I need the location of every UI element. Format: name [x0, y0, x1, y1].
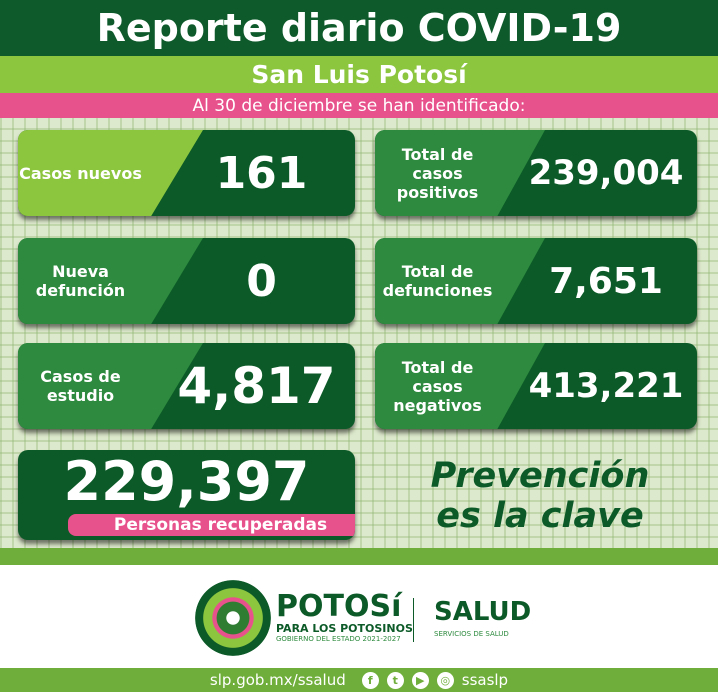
potosi-wordmark: POTOSí — [276, 589, 402, 624]
date-line: Al 30 de diciembre se han identificado: — [0, 93, 718, 118]
slogan-line1: Prevención — [430, 456, 650, 496]
facebook-icon[interactable]: f — [361, 671, 379, 689]
value: 229,397 — [63, 450, 310, 513]
gobierno-text: GOBIERNO DEL ESTADO 2021-2027 — [276, 635, 401, 643]
card-casos-estudio: Casos de estudio 4,817 — [18, 343, 355, 429]
label: Total de casos negativos — [375, 343, 545, 429]
value: 161 — [215, 147, 308, 199]
potosi-logo-icon — [195, 580, 271, 656]
value: 239,004 — [528, 153, 684, 193]
card-total-negativos: Total de casos negativos 413,221 — [375, 343, 697, 429]
page-title: Reporte diario COVID-19 — [0, 0, 718, 56]
value: 7,651 — [549, 260, 663, 302]
divider-strip — [0, 548, 718, 565]
label: Personas recuperadas — [68, 514, 355, 536]
footer-url[interactable]: slp.gob.mx/ssalud — [209, 671, 346, 689]
footer: slp.gob.mx/ssalud f t ▶ ◎ ssaslp — [0, 668, 718, 692]
card-casos-nuevos: Casos nuevos 161 — [18, 130, 355, 216]
slogan: Prevención es la clave — [380, 456, 700, 536]
twitter-icon[interactable]: t — [386, 671, 404, 689]
slogan-line2: es la clave — [436, 496, 644, 536]
salud-wordmark: SALUD — [434, 597, 532, 627]
value: 0 — [246, 255, 277, 307]
card-recuperados: 229,397 Personas recuperadas — [18, 450, 355, 540]
potosi-logo-text: POTOSí PARA LOS POTOSINOS GOBIERNO DEL E… — [276, 589, 413, 644]
card-total-positivos: Total de casos positivos 239,004 — [375, 130, 697, 216]
card-nueva-defuncion: Nueva defunción 0 — [18, 238, 355, 324]
state-name: San Luis Potosí — [0, 56, 718, 93]
value: 413,221 — [528, 366, 684, 406]
social-handle[interactable]: ssaslp — [461, 671, 509, 689]
instagram-icon[interactable]: ◎ — [436, 671, 454, 689]
label: Total de defunciones — [375, 238, 545, 324]
potosi-tagline: PARA LOS POTOSINOS — [276, 622, 413, 635]
salud-logo: SALUD SERVICIOS DE SALUD — [434, 598, 531, 638]
logo-divider — [413, 598, 414, 642]
label: Casos de estudio — [18, 343, 203, 429]
youtube-icon[interactable]: ▶ — [411, 671, 429, 689]
value: 4,817 — [177, 357, 336, 415]
salud-subtitle: SERVICIOS DE SALUD — [434, 630, 509, 638]
card-total-defunciones: Total de defunciones 7,651 — [375, 238, 697, 324]
